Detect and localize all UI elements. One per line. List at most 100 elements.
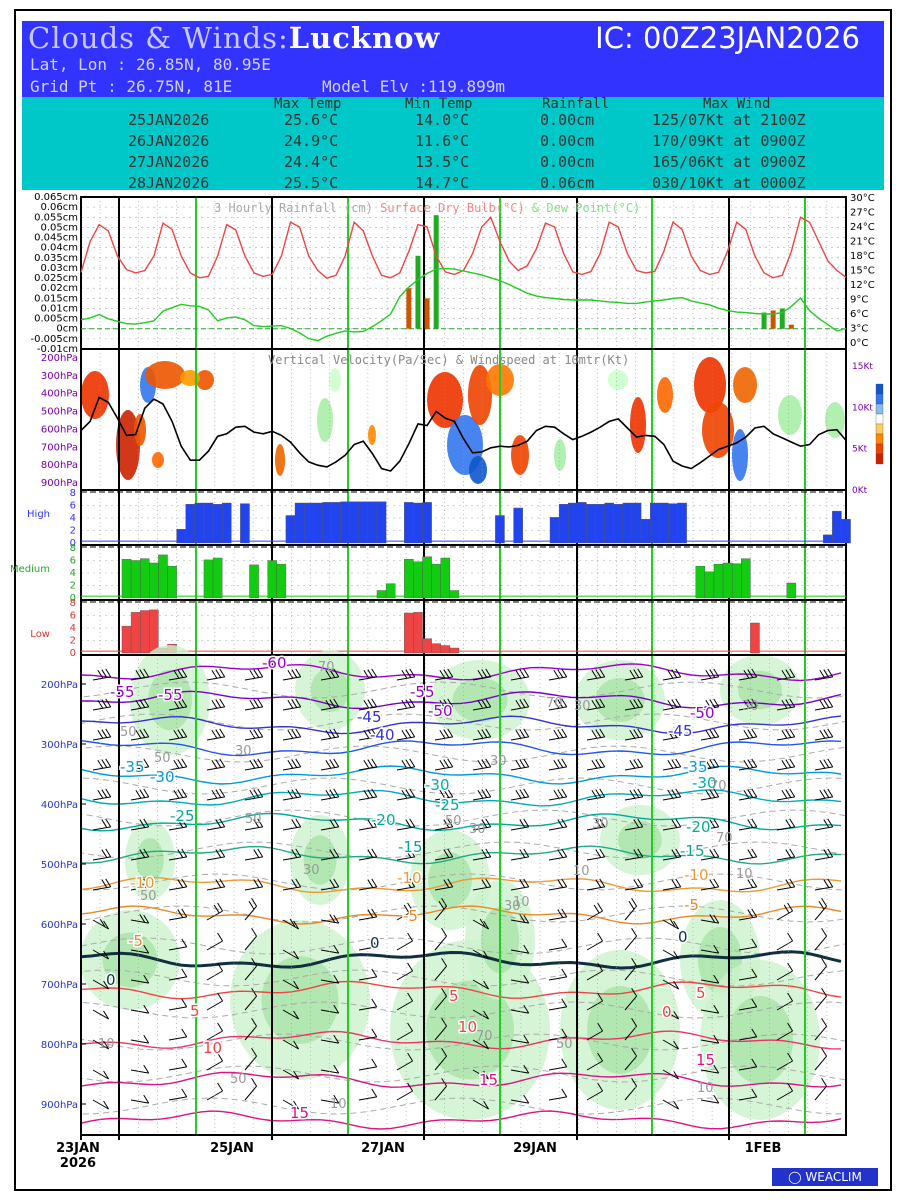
wind-barb: [434, 886, 453, 891]
barb-flag: [673, 1040, 680, 1050]
barb-flag: [561, 668, 568, 678]
wind-barb: [282, 919, 299, 930]
wind-barb: [358, 796, 377, 801]
cloud-bar: [449, 590, 460, 599]
barb-flag: [105, 878, 112, 888]
barb-flag: [181, 788, 188, 798]
barb-flag: [177, 789, 184, 798]
wind-barb: [472, 856, 491, 861]
wind-barb: [434, 676, 453, 681]
barb-flag: [403, 904, 410, 914]
wind-barb: [776, 796, 795, 801]
velocity-cell: [196, 370, 214, 390]
barb-flag: [139, 849, 146, 858]
barb-flag: [367, 729, 374, 738]
wind-barb: [624, 1085, 637, 1101]
wind-barb: [624, 796, 643, 801]
barb-flag: [101, 849, 108, 858]
isotherm-label: 15: [479, 1071, 498, 1089]
wind-barb: [700, 1069, 719, 1074]
velocity-key-swatch: [875, 383, 884, 395]
barb-flag: [709, 789, 716, 798]
wind-barb: [510, 856, 529, 861]
barb-flag: [409, 698, 416, 708]
velocity-key-swatch: [875, 393, 884, 405]
wind-barb: [814, 965, 827, 981]
barb-flag: [441, 927, 447, 937]
barb-flag: [211, 729, 218, 739]
tick-label: 30°C: [850, 193, 875, 204]
wind-barb: [244, 965, 257, 981]
tick-label: 3°C: [850, 324, 868, 335]
humidity-core: [303, 835, 337, 885]
barb-flag: [751, 728, 758, 738]
wind-barb: [472, 1069, 489, 1080]
barb-flag: [441, 1047, 447, 1057]
cloud-bar: [622, 502, 633, 544]
cloud-bar: [695, 565, 706, 599]
barb-flag: [181, 998, 188, 1008]
velocity-key-swatch: [875, 403, 884, 415]
barb-flag: [671, 789, 678, 798]
isotherm-label: 0: [106, 971, 116, 989]
wind-barb: [168, 706, 187, 711]
col-header-rainfall: Rainfall: [542, 97, 610, 112]
barb-flag: [329, 759, 336, 768]
barb-flag: [97, 699, 104, 709]
barb-flag: [135, 699, 142, 709]
wind-barb: [472, 919, 489, 930]
barb-flag: [333, 944, 340, 954]
barb-flag: [439, 729, 446, 739]
wind-barb: [168, 946, 187, 951]
wind-barb: [206, 676, 225, 681]
cloud-bar: [750, 622, 760, 654]
wind-barb: [244, 905, 257, 921]
velocity-cell: [329, 368, 341, 392]
cloud-bar: [404, 612, 414, 654]
barb-flag: [367, 849, 374, 858]
barb-flag: [595, 699, 602, 708]
barb-flag: [371, 818, 378, 828]
barb-flag: [363, 759, 370, 769]
cloud-bar: [832, 510, 842, 544]
barb-flag: [329, 789, 336, 798]
barb-flag: [253, 789, 260, 798]
barb-flag: [329, 849, 336, 858]
wind-barb: [700, 949, 719, 954]
wind-barb: [130, 919, 149, 924]
barb-flag: [787, 992, 794, 1002]
barb-flag: [675, 788, 682, 798]
cloud-bar: [267, 560, 278, 599]
isotherm-label: -25: [435, 796, 460, 814]
barb-flag: [251, 957, 257, 967]
barb-flag: [101, 759, 108, 768]
tick-label: 0.055cm: [34, 212, 78, 223]
tick-label: -0.005cm: [31, 334, 78, 345]
barb-flag: [561, 758, 568, 768]
barb-flag: [329, 879, 336, 888]
barb-flag: [823, 789, 830, 798]
rh-label: 10: [98, 1037, 115, 1052]
barb-flag: [557, 789, 564, 798]
barb-flag: [675, 758, 682, 768]
wind-barb: [244, 736, 263, 741]
barb-flag: [101, 789, 108, 798]
barb-flag: [705, 699, 712, 709]
barb-flag: [257, 728, 264, 738]
wind-barb: [624, 935, 637, 951]
rh-contour: [80, 713, 847, 731]
tick-label: 800hPa: [41, 1040, 78, 1051]
barb-flag: [597, 992, 604, 1002]
barb-flag: [217, 1082, 224, 1092]
barb-flag: [441, 1077, 447, 1087]
barb-flag: [181, 728, 188, 738]
tick-label: 0.04cm: [40, 243, 78, 254]
wind-barb: [776, 1030, 793, 1041]
barb-flag: [439, 789, 446, 799]
barb-flag: [103, 1040, 110, 1050]
wind-barb: [624, 965, 637, 981]
wind-barb: [814, 1055, 827, 1071]
barb-flag: [371, 848, 378, 858]
barb-flag: [597, 1052, 604, 1062]
